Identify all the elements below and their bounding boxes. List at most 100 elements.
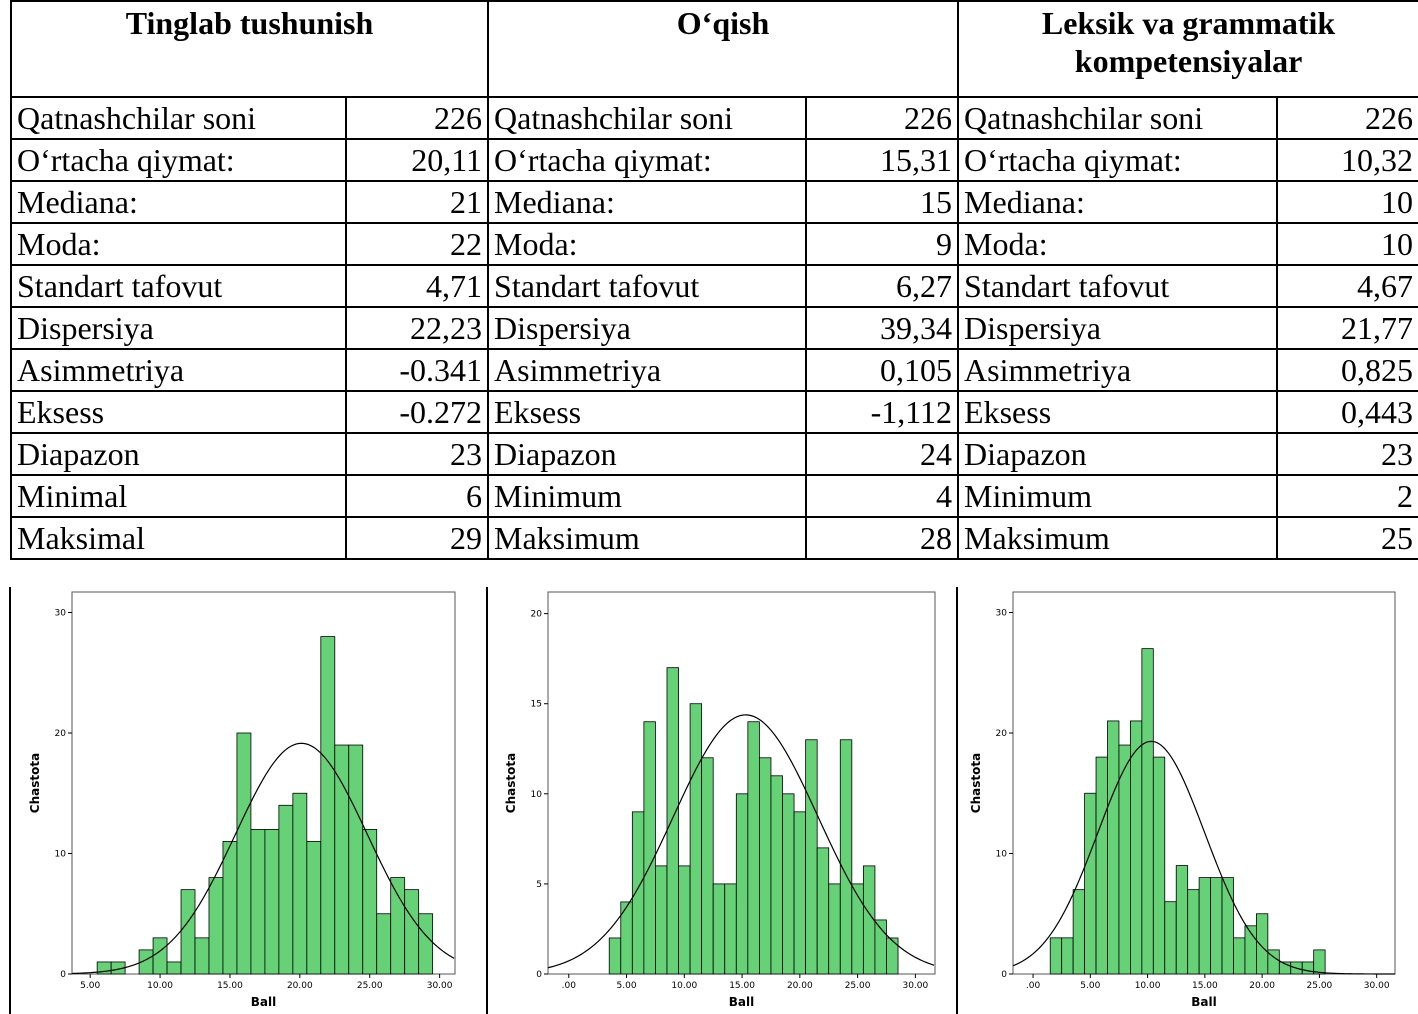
bar (631, 811, 645, 975)
x-axis-label: Ball (729, 995, 754, 1009)
stat-value: 9 (805, 222, 960, 266)
y-tick-label: 5 (536, 880, 542, 890)
x-tick-label: 20.00 (287, 981, 313, 991)
bar (793, 811, 807, 975)
bar (759, 757, 772, 975)
stat-label: Eksess (10, 390, 347, 434)
bar (1175, 865, 1189, 975)
bar (334, 744, 350, 975)
column-header: Tinglab tushunish (9, 0, 490, 98)
bar (418, 913, 434, 975)
table-row: Dispersiya 22,23 Dispersiya 39,34 Dispersiya… (10, 306, 1418, 350)
stat-label: Eksess (957, 390, 1279, 434)
x-tick-label: 25.00 (1307, 981, 1333, 991)
bar (236, 732, 252, 975)
y-tick-label: 20 (996, 729, 1008, 739)
stat-value: 226 (1276, 96, 1418, 140)
x-tick-label: 15.00 (217, 981, 243, 991)
stat-value: 22,23 (344, 306, 490, 350)
stats-table: Tinglab tushunish O‘qish Leksik va grammat… (9, 0, 1418, 560)
stat-label: Mediana: (10, 180, 347, 224)
stat-value: 10 (1276, 222, 1418, 266)
x-tick-label: 20.00 (787, 981, 813, 991)
y-tick-label: 0 (60, 970, 66, 980)
y-tick-label: 0 (536, 970, 542, 980)
bar (643, 721, 656, 975)
stat-label: Asimmetriya (10, 348, 347, 392)
x-tick-label: 5.00 (617, 981, 637, 991)
stat-label: O‘rtacha qiymat: (10, 138, 347, 182)
x-tick-label: 25.00 (357, 981, 383, 991)
stat-label: Qatnashchilar soni (10, 96, 347, 140)
bar (1072, 889, 1085, 975)
stat-value: 20,11 (344, 138, 490, 182)
stat-value: 39,34 (805, 306, 960, 350)
bar (292, 792, 308, 975)
bar (712, 883, 726, 975)
header-row: Tinglab tushunish O‘qish Leksik va grammat… (9, 0, 1418, 98)
bar (1095, 756, 1108, 975)
x-axis-label: Ball (251, 995, 276, 1009)
table-row: Standart tafovut 4,71 Standart tafovut 6,27… (10, 264, 1418, 308)
bar (1084, 792, 1097, 975)
x-tick-label: .00 (562, 981, 577, 991)
stat-label: Moda: (957, 222, 1279, 266)
stat-value: 23 (1276, 432, 1418, 476)
stat-value: 15,31 (805, 138, 960, 182)
stat-value: 0,443 (1276, 390, 1418, 434)
stat-value: 4,67 (1276, 264, 1418, 308)
stat-label: Maksimum (957, 516, 1279, 560)
y-tick-label: 10 (55, 849, 67, 859)
bar (678, 865, 691, 975)
stat-value: 6 (344, 474, 490, 518)
bar (1141, 648, 1154, 975)
bar (1313, 949, 1326, 975)
y-axis-label: Chastota (504, 753, 518, 813)
stat-value: 25 (1276, 516, 1418, 560)
bar (689, 703, 703, 975)
bar (805, 739, 818, 975)
bar (735, 793, 749, 975)
stat-value: 226 (344, 96, 490, 140)
table-row: Asimmetriya -0.341 Asimmetriya 0,105 Asimmet… (10, 348, 1418, 392)
stat-label: Qatnashchilar soni (957, 96, 1279, 140)
stat-label: Minimum (957, 474, 1279, 518)
y-tick-label: 30 (55, 608, 67, 618)
bar (306, 841, 322, 975)
bar (1049, 937, 1063, 975)
x-tick-label: 25.00 (845, 981, 871, 991)
bar (1221, 877, 1234, 975)
y-axis-label: Chastota (28, 753, 42, 813)
x-tick-label: 10.00 (671, 981, 697, 991)
bar (194, 937, 210, 975)
table-row: Mediana: 21 Mediana: 15 Mediana: 10 (10, 180, 1418, 224)
stat-value: -0.272 (344, 390, 490, 434)
x-tick-label: 20.00 (1249, 981, 1275, 991)
stat-label: Asimmetriya (957, 348, 1279, 392)
bar (666, 667, 679, 975)
normal-curve (547, 714, 935, 969)
bar (348, 744, 364, 975)
y-axis-label: Chastota (969, 753, 983, 813)
stat-value: -1,112 (805, 390, 960, 434)
bar (1107, 720, 1120, 975)
bar (376, 913, 392, 975)
table-row: Diapazon 23 Diapazon 24 Diapazon 23 (10, 432, 1418, 476)
normal-curve (1012, 740, 1396, 975)
bar (1301, 961, 1315, 975)
column-header: Leksik va grammatik kompetensiyalar (957, 0, 1418, 98)
x-tick-label: .00 (1026, 981, 1041, 991)
table-row: Maksimal 29 Maksimum 28 Maksimum 25 (10, 516, 1418, 560)
stat-label: Diapazon (10, 432, 347, 476)
bar (166, 961, 182, 975)
y-tick-label: 10 (531, 790, 543, 800)
stat-value: 21 (344, 180, 490, 224)
bar (1130, 720, 1143, 975)
bar (701, 757, 714, 975)
x-tick-label: 5.00 (80, 981, 100, 991)
bar (180, 889, 196, 975)
bar (1118, 744, 1131, 975)
stat-label: Dispersiya (487, 306, 808, 350)
stat-label: Standart tafovut (10, 264, 347, 308)
